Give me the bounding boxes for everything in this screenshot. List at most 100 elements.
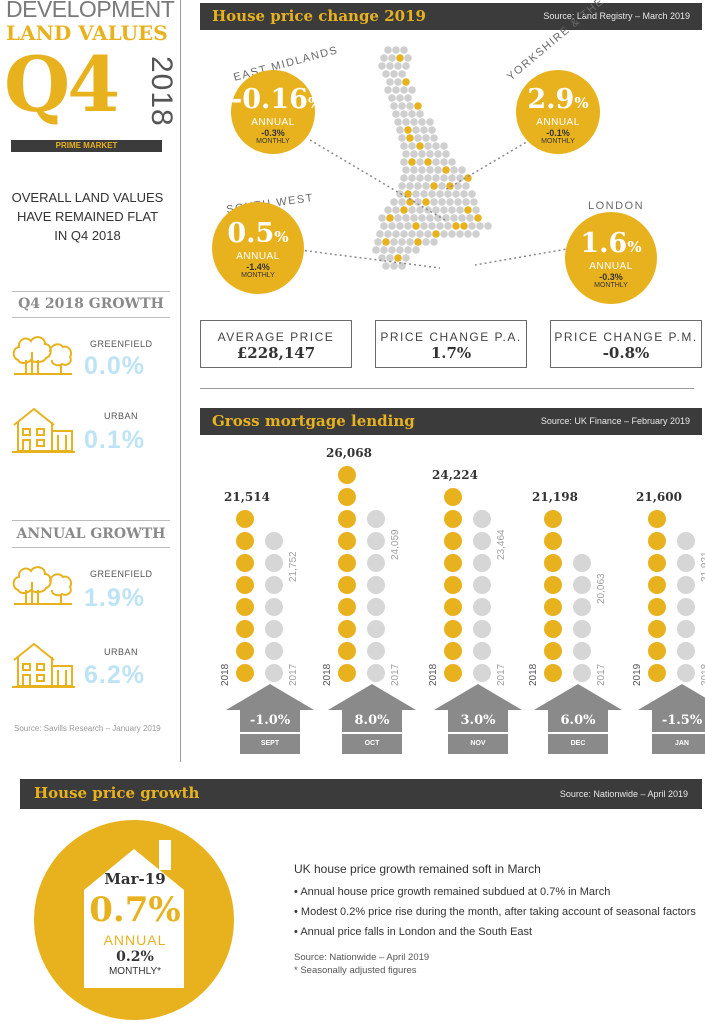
growth-text-block: UK house price growth remained soft in M…: [294, 862, 699, 976]
map-dot: [434, 214, 442, 222]
bullet-item: • Annual price falls in London and the S…: [294, 926, 533, 938]
map-dot: [380, 246, 388, 254]
change-value: -1.0%: [240, 710, 300, 732]
map-dot: [412, 190, 420, 198]
map-dot: [476, 222, 484, 230]
bar-dot-current: [444, 598, 462, 616]
q4-greenfield-label: GREENFIELD: [90, 339, 153, 349]
bar-dot-previous: [677, 532, 695, 550]
map-dot: [442, 150, 450, 158]
map-dot: [414, 238, 422, 246]
map-dot: [398, 102, 406, 110]
region-circle-london: 1.6% ANNUAL -0.3% MONTHLY: [565, 212, 657, 304]
map-dot: [430, 134, 438, 142]
map-dot: [418, 118, 426, 126]
map-dot: [406, 198, 414, 206]
map-dot: [440, 206, 448, 214]
map-dot: [380, 54, 388, 62]
bar-dot-current: [236, 642, 254, 660]
bar-dot-current: [648, 598, 666, 616]
bar-dot-previous: [473, 576, 491, 594]
map-dot: [398, 182, 406, 190]
map-dot: [404, 246, 412, 254]
bar-dot-previous: [367, 664, 385, 682]
stat-average-price: AVERAGE PRICE £228,147: [200, 320, 352, 368]
region-monthly-value: -0.3%: [599, 272, 623, 282]
region-label-london: LONDON: [588, 200, 645, 212]
uk-map: [372, 46, 492, 270]
year-label: 2018: [145, 56, 178, 127]
map-dot: [448, 206, 456, 214]
map-dot: [384, 86, 392, 94]
bar-dot-current: [648, 510, 666, 528]
map-dot: [384, 206, 392, 214]
bar-dot-current: [338, 576, 356, 594]
bar-dot-current: [648, 576, 666, 594]
region-unit: %: [574, 94, 589, 112]
map-dot: [418, 214, 426, 222]
map-dot: [386, 214, 394, 222]
bar-dot-current: [444, 576, 462, 594]
bar-dot-current: [338, 664, 356, 682]
map-dot: [456, 230, 464, 238]
stat-value: -0.8%: [602, 344, 650, 362]
map-dot: [436, 222, 444, 230]
region-monthly-value: -1.4%: [246, 262, 270, 272]
map-dot: [408, 206, 416, 214]
map-dot: [424, 158, 432, 166]
map-dot: [452, 190, 460, 198]
region-annual-label: ANNUAL: [236, 251, 280, 262]
bar-value-current: 21,600: [636, 490, 682, 504]
map-dot: [382, 70, 390, 78]
divider: [12, 547, 170, 548]
growth-annual-label: ANNUAL: [103, 932, 167, 948]
region-value: -0.16: [231, 84, 308, 115]
map-dot: [450, 166, 458, 174]
year-label-current: 2019: [632, 663, 643, 686]
map-dot: [400, 110, 408, 118]
year-label-previous: 2017: [390, 663, 401, 686]
change-house: 6.0% DEC: [534, 684, 622, 760]
map-dot: [414, 182, 422, 190]
bar-dot-previous: [677, 576, 695, 594]
region-annual-label: ANNUAL: [589, 261, 633, 272]
bar-dot-current: [444, 488, 462, 506]
title-land-values: LAND VALUES: [6, 21, 168, 45]
map-dot: [386, 62, 394, 70]
bar-dot-current: [338, 642, 356, 660]
bar-value-current: 21,514: [224, 490, 270, 504]
bar-dot-previous: [473, 620, 491, 638]
bar-dot-previous: [677, 598, 695, 616]
growth-monthly-value: 0.2%: [116, 949, 154, 965]
bar-dot-previous: [265, 532, 283, 550]
map-dot: [388, 54, 396, 62]
bar-dot-previous: [573, 554, 591, 572]
map-dot: [468, 190, 476, 198]
map-dot: [392, 206, 400, 214]
bar-value-previous: 23,464: [496, 529, 507, 560]
map-dot: [416, 230, 424, 238]
region-monthly-label: MONTHLY: [256, 138, 290, 145]
region-annual-label: ANNUAL: [536, 117, 580, 128]
map-dot: [420, 126, 428, 134]
bar-dot-previous: [573, 620, 591, 638]
map-dot: [372, 246, 380, 254]
map-dot: [424, 142, 432, 150]
region-monthly-label: MONTHLY: [541, 138, 575, 145]
bar-dot-current: [338, 510, 356, 528]
change-house: 3.0% NOV: [434, 684, 522, 760]
bar-dot-current: [544, 554, 562, 572]
map-dot: [456, 206, 464, 214]
q4-urban-value: 0.1%: [84, 426, 145, 454]
map-dot: [424, 174, 432, 182]
map-dot: [426, 118, 434, 126]
map-dot: [390, 262, 398, 270]
bar-dot-current: [648, 532, 666, 550]
title-development: DEVELOPMENT: [6, 0, 175, 22]
bar-dot-current: [444, 554, 462, 572]
map-dot: [456, 174, 464, 182]
change-house: 8.0% OCT: [328, 684, 416, 760]
headline-line-2: HAVE REMAINED FLAT: [16, 209, 159, 224]
growth-note-source: Source: Nationwide – April 2019: [294, 952, 430, 963]
bar-dot-current: [544, 576, 562, 594]
